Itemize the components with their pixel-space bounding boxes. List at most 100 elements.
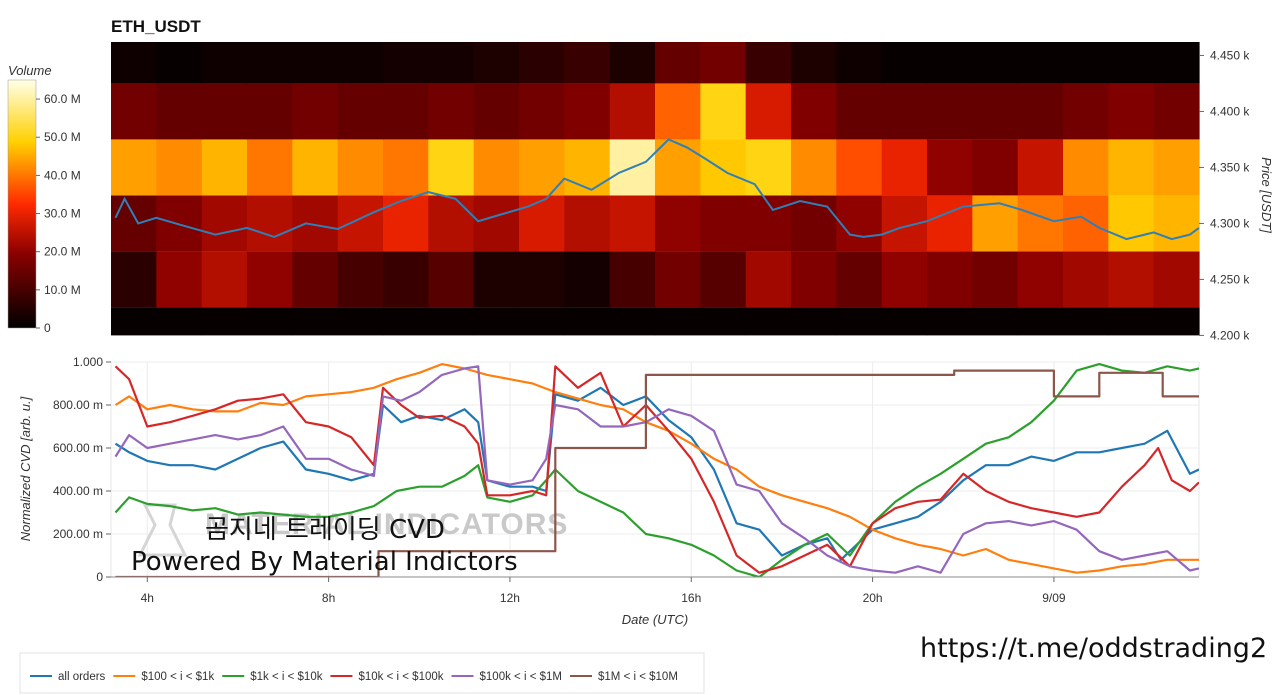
heatmap-cell bbox=[972, 42, 1019, 84]
heatmap-cell bbox=[745, 307, 837, 336]
colorbar-tick-label: 0 bbox=[44, 321, 51, 335]
heatmap-cell bbox=[564, 42, 611, 84]
price-tick-label: 4.200 k bbox=[1210, 328, 1250, 342]
cvd-x-axis-label: Date (UTC) bbox=[622, 612, 688, 627]
heatmap-cell bbox=[791, 251, 837, 308]
cvd-series-3 bbox=[114, 365, 1199, 574]
heatmap-cell bbox=[519, 83, 565, 140]
heatmap-cell bbox=[836, 307, 928, 336]
cvd-y-tick-label: 600.00 m bbox=[53, 441, 103, 455]
heatmap-cell bbox=[927, 42, 973, 84]
heatmap-cell bbox=[1063, 195, 1109, 252]
price-tick-label: 4.400 k bbox=[1210, 104, 1250, 118]
heatmap-cell bbox=[1017, 83, 1064, 140]
heatmap-cell bbox=[881, 42, 928, 84]
heatmap-cell bbox=[156, 83, 203, 140]
cvd-x-tick-label: 9/09 bbox=[1042, 591, 1066, 605]
heatmap-cell bbox=[383, 83, 429, 140]
heatmap-cell bbox=[836, 42, 883, 84]
heatmap-cell bbox=[337, 139, 384, 196]
heatmap-cell bbox=[428, 251, 475, 308]
cvd-y-axis-label: Normalized CVD [arb. u.] bbox=[18, 396, 33, 541]
heatmap-cell bbox=[881, 83, 928, 140]
colorbar bbox=[7, 79, 37, 329]
watermark-subtitle: Powered By Material Indictors bbox=[131, 547, 518, 577]
flask-icon bbox=[137, 503, 188, 557]
heatmap-cell bbox=[337, 195, 384, 252]
heatmap-cell bbox=[881, 139, 928, 196]
heatmap-cell bbox=[655, 251, 701, 308]
heatmap-cell bbox=[1153, 195, 1200, 252]
heatmap-cell bbox=[655, 307, 747, 336]
heatmap-cell bbox=[1153, 139, 1200, 196]
colorbar-ticks: 60.0 M 50.0 M 40.0 M 30.0 M 20.0 M 10.0 M 0 bbox=[36, 92, 81, 335]
heatmap-cell bbox=[609, 251, 656, 308]
cvd-x-tick-label: 4h bbox=[141, 591, 154, 605]
cvd-y-tick-label: 800.00 m bbox=[53, 398, 103, 412]
heatmap-cell bbox=[111, 307, 203, 336]
heatmap-cell bbox=[972, 139, 1019, 196]
heatmap-cell bbox=[791, 83, 837, 140]
colorbar-tick-label: 10.0 M bbox=[44, 283, 81, 297]
heatmap-cell bbox=[564, 139, 611, 196]
heatmap-cell bbox=[111, 42, 157, 84]
cvd-series-lines bbox=[114, 363, 1199, 577]
heatmap-cell bbox=[655, 195, 701, 252]
legend-entry-label: $1M < i < $10M bbox=[598, 671, 678, 683]
price-series-line bbox=[114, 138, 1200, 241]
heatmap-cell bbox=[383, 139, 429, 196]
heatmap-cell bbox=[111, 83, 157, 140]
heatmap-cell bbox=[201, 251, 248, 308]
heatmap-cell bbox=[927, 307, 1019, 336]
legend-entry-label: $1k < i < $10k bbox=[250, 671, 322, 683]
heatmap-cell bbox=[927, 83, 973, 140]
heatmap-cell bbox=[111, 139, 157, 196]
cvd-series-5 bbox=[115, 369, 1199, 577]
heatmap-cell bbox=[383, 307, 475, 336]
heatmap-cell bbox=[247, 139, 293, 196]
heatmap-cell bbox=[1153, 83, 1200, 140]
heatmap-cell bbox=[564, 307, 656, 336]
price-line bbox=[114, 138, 1200, 241]
heatmap-cell bbox=[791, 42, 837, 84]
colorbar-tick-label: 20.0 M bbox=[44, 245, 81, 259]
heatmap-cell bbox=[247, 42, 293, 84]
heatmap-cell bbox=[337, 251, 384, 308]
heatmap-cell bbox=[1017, 42, 1064, 84]
heatmap-cell bbox=[700, 42, 747, 84]
colorbar-tick-label: 40.0 M bbox=[44, 168, 81, 182]
heatmap-cell bbox=[111, 195, 157, 252]
cvd-y-tick-label: 400.00 m bbox=[53, 484, 103, 498]
legend-entry-label: $100 < i < $1k bbox=[141, 671, 214, 683]
heatmap-cell bbox=[1063, 251, 1109, 308]
heatmap-cell bbox=[564, 251, 611, 308]
heatmap-cell bbox=[836, 195, 883, 252]
heatmap-cell bbox=[791, 139, 837, 196]
heatmap-cell bbox=[1108, 139, 1155, 196]
heatmap-cell bbox=[156, 251, 203, 308]
cvd-x-tick-label: 8h bbox=[322, 591, 335, 605]
cvd-y-tick-label: 1.000 bbox=[73, 355, 103, 369]
cvd-x-tick-label: 16h bbox=[681, 591, 701, 605]
heatmap-cell bbox=[383, 195, 429, 252]
heatmap-cell bbox=[655, 42, 701, 84]
heatmap-cell bbox=[927, 195, 973, 252]
heatmap-cell bbox=[292, 195, 339, 252]
price-tick-label: 4.450 k bbox=[1210, 48, 1250, 62]
cvd-series-0 bbox=[114, 386, 1199, 561]
heatmap-cell bbox=[201, 195, 248, 252]
watermark-title: 곰지네 트레이딩 CVD bbox=[205, 515, 445, 545]
heatmap-cell bbox=[201, 139, 248, 196]
heatmap-cell bbox=[292, 139, 339, 196]
heatmap-cell bbox=[1108, 195, 1155, 252]
heatmap-cell bbox=[292, 251, 339, 308]
telegram-url: https://t.me/oddstrading2 bbox=[920, 633, 1267, 664]
heatmap-cell bbox=[972, 251, 1019, 308]
heatmap-cell bbox=[745, 42, 792, 84]
heatmap-cell bbox=[1017, 195, 1064, 252]
heatmap-cell bbox=[1017, 251, 1064, 308]
heatmap-cell bbox=[927, 139, 973, 196]
heatmap-cell bbox=[292, 42, 339, 84]
heatmap-cell bbox=[201, 42, 248, 84]
cvd-x-ticks: 4h 8h 12h 16h 20h 9/09 bbox=[111, 576, 1199, 605]
